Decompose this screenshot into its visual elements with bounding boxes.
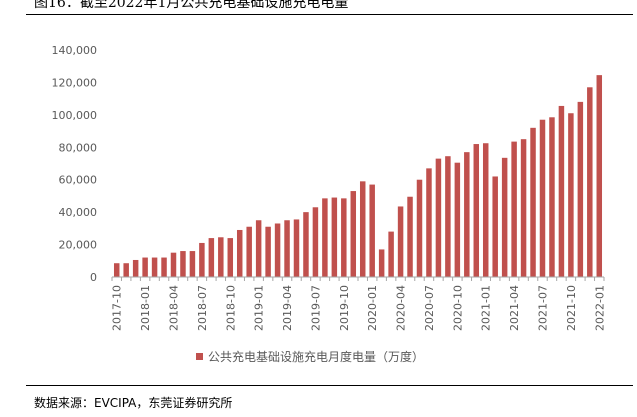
bar [208, 238, 215, 277]
bar [274, 223, 281, 277]
bar [587, 87, 593, 278]
bar [170, 252, 177, 277]
x-tick-label: 2018-07 [196, 285, 209, 331]
bar [445, 156, 451, 277]
x-tick-label: 2022-01 [593, 285, 606, 331]
bar [322, 198, 328, 277]
bar [293, 219, 300, 277]
bar [568, 113, 574, 277]
bar [350, 191, 357, 277]
bar [341, 198, 347, 277]
bar [142, 257, 148, 277]
bar [511, 141, 517, 277]
x-tick-label: 2019-07 [309, 285, 322, 331]
figure-title: 图16：截至2022年1月公共充电基础设施充电电量 [34, 0, 349, 11]
bar-chart: 0 20,000 40,000 60,000 80,000 100,000 120,000 1… [52, 44, 607, 364]
bar [331, 197, 338, 277]
bar [218, 237, 224, 277]
bar [284, 220, 290, 277]
x-tick-label: 2021-04 [508, 285, 521, 331]
x-axis-ticks [111, 277, 605, 281]
bar [454, 162, 461, 277]
bar [435, 158, 442, 277]
bar [549, 117, 555, 278]
bar [388, 231, 394, 277]
bar [132, 259, 139, 277]
y-tick-label: 140,000 [52, 44, 98, 57]
x-tick-label: 2018-04 [168, 285, 181, 331]
bar [123, 263, 129, 277]
x-tick-label: 2021-07 [537, 285, 550, 331]
bar [501, 157, 508, 277]
x-tick-label: 2019-10 [338, 285, 351, 331]
bar [303, 212, 309, 277]
x-tick-label: 2020-04 [395, 285, 408, 331]
y-tick-label: 20,000 [59, 239, 98, 252]
bar [378, 249, 385, 277]
bar [255, 220, 262, 277]
bar [312, 207, 319, 277]
bar [416, 179, 423, 277]
y-axis-labels: 0 20,000 40,000 60,000 80,000 100,000 120,000 1… [52, 44, 98, 284]
bar [530, 127, 536, 277]
y-tick-label: 120,000 [52, 76, 98, 89]
bar [539, 119, 546, 277]
bar [180, 251, 186, 277]
bar [558, 105, 565, 277]
x-tick-label: 2021-01 [480, 285, 493, 331]
x-tick-label: 2021-10 [565, 285, 578, 331]
x-tick-label: 2020-10 [451, 285, 464, 331]
legend: 公共充电基础设施充电月度电量（万度） [196, 349, 424, 364]
bar [199, 242, 205, 277]
x-tick-label: 2018-01 [139, 285, 152, 331]
bar [246, 226, 252, 277]
bar [473, 144, 480, 277]
bar [161, 257, 167, 277]
source-divider [26, 385, 633, 386]
y-tick-label: 80,000 [59, 141, 98, 154]
x-tick-label: 2019-04 [281, 285, 294, 331]
legend-label: 公共充电基础设施充电月度电量（万度） [208, 349, 424, 364]
bar [189, 251, 196, 277]
title-divider [26, 14, 633, 15]
bar [596, 75, 603, 277]
bar [520, 139, 527, 277]
bar [407, 196, 413, 277]
bar [464, 152, 470, 277]
source-note: 数据来源：EVCIPA，东莞证券研究所 [34, 396, 233, 410]
bar [113, 263, 120, 277]
bar [369, 184, 375, 277]
y-tick-label: 60,000 [59, 174, 98, 187]
x-axis-labels: 2017-10 2018-01 2018-04 2018-07 2018-10 2019-… [111, 285, 607, 331]
legend-swatch [196, 353, 203, 360]
bar [151, 257, 158, 277]
bar [492, 176, 498, 277]
bar [265, 226, 271, 277]
bar [577, 101, 584, 277]
x-tick-label: 2017-10 [111, 285, 124, 331]
bar [397, 206, 404, 277]
x-tick-label: 2020-01 [366, 285, 379, 331]
bar [426, 168, 432, 277]
y-tick-label: 40,000 [59, 206, 98, 219]
bar [359, 181, 366, 277]
x-tick-label: 2019-01 [253, 285, 266, 331]
x-tick-label: 2018-10 [224, 285, 237, 331]
bar [482, 143, 489, 277]
y-tick-label: 100,000 [52, 109, 98, 122]
x-tick-label: 2020-07 [423, 285, 436, 331]
y-tick-label: 0 [90, 271, 97, 284]
bar [227, 238, 234, 277]
bar [236, 229, 243, 277]
bars [113, 75, 603, 278]
